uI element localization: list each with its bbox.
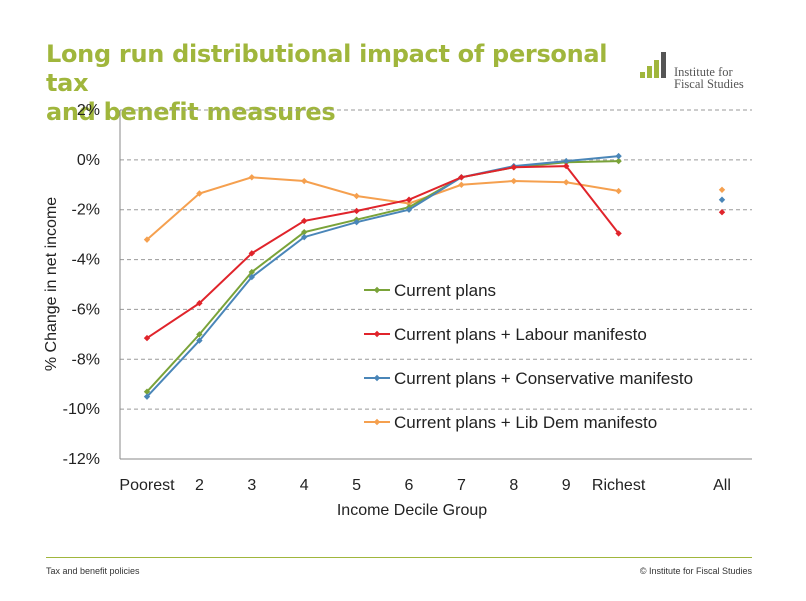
series-lines <box>143 152 726 400</box>
x-tick-label: 6 <box>405 477 414 494</box>
data-point <box>563 157 570 165</box>
chart-title: Long run distributional impact of person… <box>46 40 646 127</box>
data-point <box>563 162 570 170</box>
series-line <box>146 176 619 241</box>
x-tick-label: 2 <box>195 477 204 494</box>
x-tick-labels: Poorest 2 3 4 5 6 7 8 9 Richest All <box>119 477 730 494</box>
series-line <box>146 155 619 398</box>
x-tick-label: 9 <box>562 477 571 494</box>
y-tick-label: -2% <box>72 202 100 219</box>
data-point <box>353 218 360 226</box>
data-point <box>301 233 308 241</box>
data-point <box>563 179 570 186</box>
y-tick-label: 0% <box>77 152 100 169</box>
x-tick-label: 8 <box>509 477 518 494</box>
ifs-logo: Institute for Fiscal Studies <box>640 50 770 95</box>
data-point <box>405 206 413 213</box>
legend-label: Current plans + Lib Dem manifesto <box>394 413 657 432</box>
data-point <box>301 217 308 225</box>
data-point <box>615 187 622 195</box>
y-tick-label: -4% <box>72 252 100 269</box>
series-line <box>146 160 619 393</box>
footer-divider <box>46 557 752 558</box>
data-point <box>196 299 203 307</box>
y-tick-label: -8% <box>72 351 100 368</box>
data-point <box>248 174 255 181</box>
data-point <box>301 177 308 185</box>
data-point <box>510 164 517 171</box>
x-axis-label: Income Decile Group <box>337 502 487 519</box>
legend-label: Current plans + Labour manifesto <box>394 325 647 344</box>
title-line-1: Long run distributional impact of person… <box>46 40 608 97</box>
data-point <box>353 192 360 200</box>
y-tick-label: -12% <box>63 451 100 468</box>
y-tick-labels: 2% 0% -2% -4% -6% -8% -10% -12% <box>63 102 100 468</box>
x-tick-label: 7 <box>457 477 466 494</box>
legend-marker <box>373 418 381 426</box>
x-tick-label: 4 <box>300 477 309 494</box>
data-point <box>405 200 413 207</box>
data-point <box>196 331 203 338</box>
data-point <box>248 268 255 276</box>
data-point <box>143 334 151 342</box>
data-point <box>143 388 151 395</box>
data-point <box>196 190 203 197</box>
data-point <box>615 157 622 165</box>
legend: Current plans Current plans + Labour mani… <box>364 281 693 432</box>
y-tick-label: 2% <box>77 102 100 119</box>
x-tick-label: 5 <box>352 477 361 494</box>
data-point <box>143 236 151 243</box>
y-axis-label: % Change in net income <box>43 197 60 371</box>
legend-marker <box>373 330 381 338</box>
data-point <box>143 393 151 400</box>
grid-lines <box>120 109 752 410</box>
logo-bars-icon <box>640 50 670 78</box>
data-point <box>353 207 360 215</box>
legend-label: Current plans <box>394 281 496 300</box>
title-line-2: and benefit measures <box>46 98 336 126</box>
logo-line-2: Fiscal Studies <box>674 77 744 91</box>
footer-left-text: Tax and benefit policies <box>46 566 140 576</box>
legend-label: Current plans + Conservative manifesto <box>394 369 693 388</box>
footer-right-text: © Institute for Fiscal Studies <box>639 566 752 576</box>
data-point-all <box>718 209 726 216</box>
x-tick-label: Richest <box>592 477 646 494</box>
data-point <box>248 250 255 257</box>
axes <box>119 110 752 460</box>
data-point <box>301 228 308 236</box>
x-tick-label-all: All <box>713 477 731 494</box>
legend-marker <box>373 286 381 294</box>
x-tick-label: Poorest <box>119 477 175 494</box>
data-point <box>405 196 413 203</box>
logo-text: Institute for Fiscal Studies <box>674 65 744 91</box>
x-tick-label: 3 <box>247 477 256 494</box>
data-point <box>615 230 622 237</box>
data-point <box>510 177 517 185</box>
data-point <box>196 337 203 344</box>
data-point <box>248 273 255 281</box>
logo-line-1: Institute for <box>674 65 733 79</box>
y-tick-label: -6% <box>72 301 100 318</box>
data-point <box>615 152 622 160</box>
data-point-all <box>718 186 726 193</box>
data-point-all <box>718 196 726 203</box>
data-point <box>458 181 465 188</box>
y-tick-label: -10% <box>63 401 100 418</box>
data-point <box>458 174 465 181</box>
series-line <box>146 165 620 339</box>
legend-marker <box>373 374 381 382</box>
